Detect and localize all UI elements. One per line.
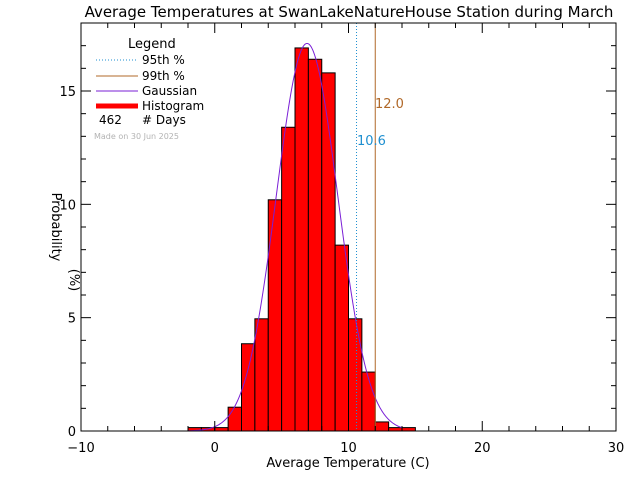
axis-ticks (80, 23, 617, 432)
histogram-bar (348, 318, 363, 432)
y-tick-label: 15 (59, 85, 76, 100)
histogram-bar (307, 58, 323, 432)
gaussian-curve (187, 42, 403, 432)
days-count: 462 (99, 113, 122, 127)
percentile-95-label: 10.6 (357, 134, 386, 149)
histogram-bar (294, 47, 309, 432)
legend-label: 95th % (142, 53, 185, 67)
histogram-bar (267, 199, 283, 432)
y-axis-units: (%) (66, 269, 81, 292)
x-tick-label: −10 (67, 441, 94, 456)
x-tick-label: 10 (340, 441, 357, 456)
histogram-bar (361, 371, 376, 432)
histogram-bar (254, 318, 269, 432)
chart-title: Average Temperatures at SwanLakeNatureHo… (85, 3, 614, 21)
days-label: # Days (142, 113, 186, 127)
y-tick-label: 0 (68, 425, 76, 440)
histogram-bar (227, 406, 242, 432)
histogram-bar (281, 126, 296, 432)
legend-label: 99th % (142, 69, 185, 83)
histogram-bar (334, 244, 349, 432)
legend-title: Legend (128, 37, 176, 52)
x-tick-label: 20 (474, 441, 491, 456)
y-tick-label: 10 (59, 198, 76, 213)
made-on-note: Made on 30 Jun 2025 (94, 132, 179, 141)
x-axis-title: Average Temperature (C) (266, 456, 429, 471)
histogram-bar (374, 421, 390, 432)
histogram-bar (401, 427, 416, 432)
legend-label: Histogram (142, 99, 204, 113)
x-tick-label: 30 (608, 441, 625, 456)
y-tick-label: 5 (68, 312, 76, 327)
percentile-99-label: 12.0 (375, 97, 404, 112)
y-axis-title: Probability (48, 193, 63, 262)
legend-label: Gaussian (142, 84, 197, 98)
histogram-bar (388, 427, 403, 432)
histogram-bar (241, 343, 256, 432)
histogram-bar (214, 427, 229, 432)
x-tick-label: 0 (211, 441, 219, 456)
